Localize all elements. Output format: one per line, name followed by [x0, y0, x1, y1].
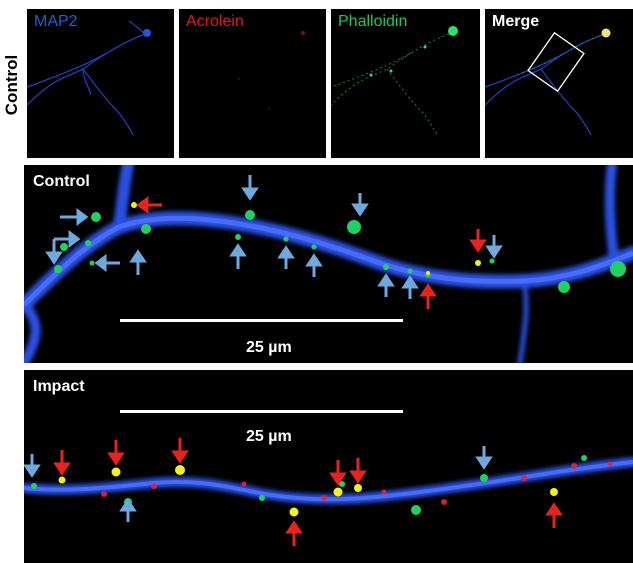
zoom-region-box [527, 31, 585, 93]
panel-title-control: Control [33, 173, 90, 190]
row-label-text: Control [2, 54, 21, 115]
map2-image [27, 20, 151, 136]
scale-bar-control [120, 319, 403, 322]
impact-zoom-image [24, 410, 633, 546]
scale-label-control: 25 µm [246, 339, 292, 356]
channel-label-phalloidin: Phalloidin [338, 13, 408, 30]
row-label-control: Control [0, 12, 24, 157]
scale-bar-impact [120, 410, 403, 413]
channel-label-map2: MAP2 [34, 13, 78, 30]
panel-phalloidin: Phalloidin [331, 9, 480, 158]
panel-merge: Merge [485, 9, 633, 158]
control-zoom-image [24, 165, 633, 363]
panel-impact-zoom: Impact 25 µm [24, 370, 633, 563]
channel-label-acrolein: Acrolein [186, 13, 244, 30]
channel-label-merge: Merge [492, 13, 540, 30]
panel-title-impact: Impact [33, 378, 85, 395]
phalloidin-image [331, 26, 458, 136]
panel-control-zoom: Control 25 µm [24, 165, 633, 363]
panel-acrolein: Acrolein [179, 9, 326, 158]
acrolein-image [238, 31, 305, 110]
scale-label-impact: 25 µm [246, 428, 292, 445]
panel-map2: MAP2 [27, 9, 174, 158]
merge-image [485, 28, 611, 136]
